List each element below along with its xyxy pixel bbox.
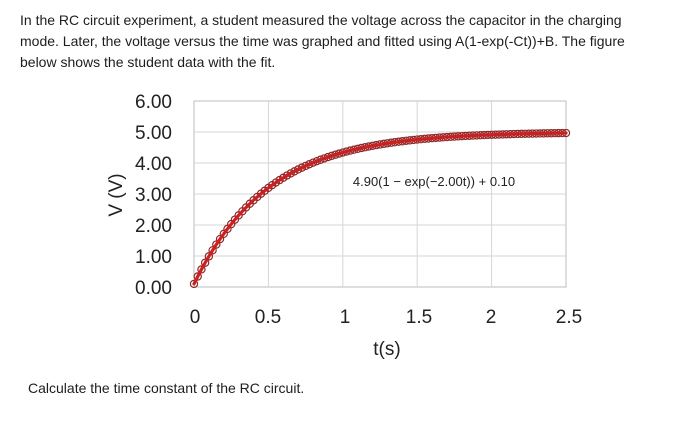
data-point xyxy=(204,252,214,261)
question-text: In the RC circuit experiment, a student … xyxy=(20,12,625,70)
data-point xyxy=(193,272,202,281)
x-axis-label: t(s) xyxy=(373,339,400,360)
y-axis-label: V (V) xyxy=(106,173,127,216)
x-tick-label: 2 xyxy=(486,307,497,328)
x-tick-label: 0 xyxy=(190,307,201,328)
y-tick-label: 1.00 xyxy=(135,247,172,268)
x-tick-label: 1.5 xyxy=(406,307,432,328)
footer-question: Calculate the time constant of the RC ci… xyxy=(28,380,305,396)
y-tick-label: 3.00 xyxy=(135,185,172,206)
y-tick-label: 6.00 xyxy=(135,92,172,113)
y-tick-label: 0.00 xyxy=(135,278,172,299)
data-point xyxy=(200,258,210,267)
x-tick-label: 1 xyxy=(340,307,351,328)
y-tick-label: 2.00 xyxy=(135,216,172,237)
y-tick-label: 4.00 xyxy=(135,154,172,175)
data-point xyxy=(197,265,206,274)
data-point xyxy=(208,246,217,255)
fit-equation-label: 4.90(1 − exp(−2.00t)) + 0.10 xyxy=(353,174,515,189)
y-tick-label: 5.00 xyxy=(135,123,172,144)
fit-curve xyxy=(192,131,568,286)
x-tick-label: 2.5 xyxy=(556,307,582,328)
x-tick-label: 0.5 xyxy=(255,307,281,328)
